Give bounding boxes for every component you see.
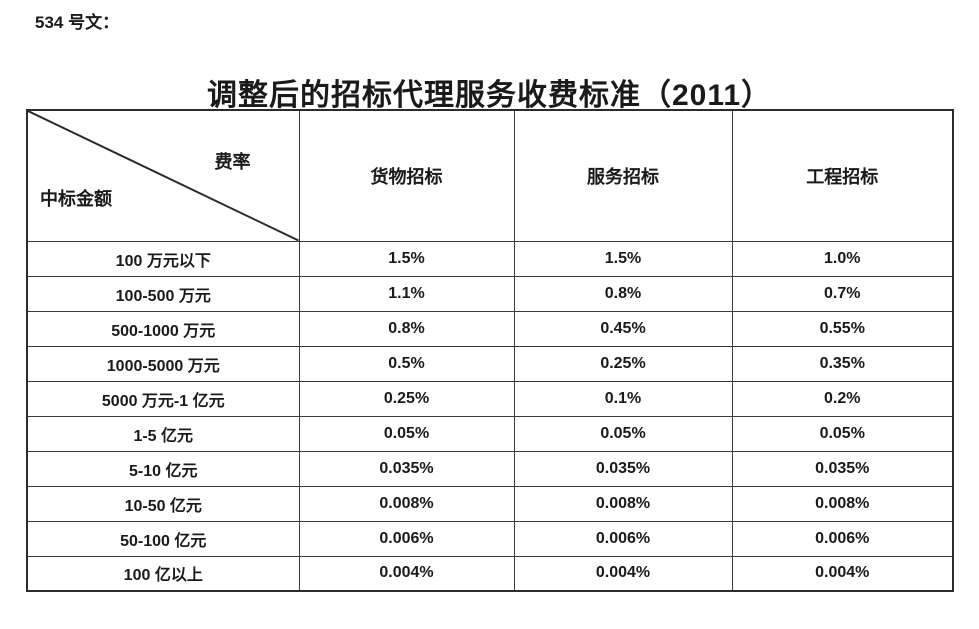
fee-cell: 0.006% <box>513 520 733 557</box>
header-row: 费率 中标金额 货物招标 服务招标 工程招标 <box>26 109 954 242</box>
fee-cell: 0.004% <box>731 555 954 592</box>
table-row: 10-50 亿元 0.008% 0.008% 0.008% <box>26 485 954 522</box>
column-header-engineering: 工程招标 <box>731 109 954 242</box>
fee-cell: 1.5% <box>298 240 515 277</box>
row-label: 5000 万元-1 亿元 <box>26 380 300 417</box>
row-label: 100 万元以下 <box>26 240 300 277</box>
row-label: 500-1000 万元 <box>26 310 300 347</box>
column-header-services: 服务招标 <box>513 109 733 242</box>
fee-cell: 0.035% <box>298 450 515 487</box>
fee-cell: 0.05% <box>731 415 954 452</box>
table-row: 1-5 亿元 0.05% 0.05% 0.05% <box>26 415 954 452</box>
fee-cell: 0.45% <box>513 310 733 347</box>
corner-label-amount: 中标金额 <box>40 188 112 209</box>
column-header-goods: 货物招标 <box>298 109 515 242</box>
table-row: 1000-5000 万元 0.5% 0.25% 0.35% <box>26 345 954 382</box>
doc-number-label: 534 号文： <box>35 13 120 32</box>
fee-cell: 0.008% <box>298 485 515 522</box>
fee-cell: 0.1% <box>513 380 733 417</box>
table-row: 100 亿以上 0.004% 0.004% 0.004% <box>26 555 954 592</box>
fee-cell: 0.035% <box>513 450 733 487</box>
fee-cell: 0.035% <box>731 450 954 487</box>
table-row: 5000 万元-1 亿元 0.25% 0.1% 0.2% <box>26 380 954 417</box>
table-row: 100-500 万元 1.1% 0.8% 0.7% <box>26 275 954 312</box>
diagonal-line <box>28 111 298 240</box>
fee-cell: 0.006% <box>298 520 515 557</box>
fee-cell: 1.1% <box>298 275 515 312</box>
row-label: 10-50 亿元 <box>26 485 300 522</box>
row-label: 5-10 亿元 <box>26 450 300 487</box>
row-label: 1000-5000 万元 <box>26 345 300 382</box>
row-label: 1-5 亿元 <box>26 415 300 452</box>
corner-cell: 费率 中标金额 <box>26 109 300 242</box>
row-label: 100 亿以上 <box>26 555 300 592</box>
table-row: 100 万元以下 1.5% 1.5% 1.0% <box>26 240 954 277</box>
fee-cell: 0.25% <box>298 380 515 417</box>
fee-cell: 0.008% <box>731 485 954 522</box>
table-row: 50-100 亿元 0.006% 0.006% 0.006% <box>26 520 954 557</box>
row-label: 50-100 亿元 <box>26 520 300 557</box>
fee-cell: 0.05% <box>513 415 733 452</box>
fee-cell: 0.8% <box>513 275 733 312</box>
fee-table: 费率 中标金额 货物招标 服务招标 工程招标 100 万元以下 1.5% 1.5… <box>26 109 954 592</box>
fee-cell: 0.35% <box>731 345 954 382</box>
fee-cell: 0.7% <box>731 275 954 312</box>
fee-cell: 0.05% <box>298 415 515 452</box>
fee-cell: 0.006% <box>731 520 954 557</box>
fee-cell: 0.5% <box>298 345 515 382</box>
table-row: 500-1000 万元 0.8% 0.45% 0.55% <box>26 310 954 347</box>
fee-cell: 0.004% <box>298 555 515 592</box>
row-label: 100-500 万元 <box>26 275 300 312</box>
corner-label-rate: 费率 <box>214 152 251 172</box>
fee-cell: 0.004% <box>513 555 733 592</box>
fee-cell: 0.8% <box>298 310 515 347</box>
page-title: 调整后的招标代理服务收费标准（2011） <box>206 79 773 113</box>
fee-cell: 0.2% <box>731 380 954 417</box>
fee-cell: 1.0% <box>731 240 954 277</box>
fee-cell: 1.5% <box>513 240 733 277</box>
fee-cell: 0.008% <box>513 485 733 522</box>
table-row: 5-10 亿元 0.035% 0.035% 0.035% <box>26 450 954 487</box>
fee-cell: 0.55% <box>731 310 954 347</box>
fee-cell: 0.25% <box>513 345 733 382</box>
